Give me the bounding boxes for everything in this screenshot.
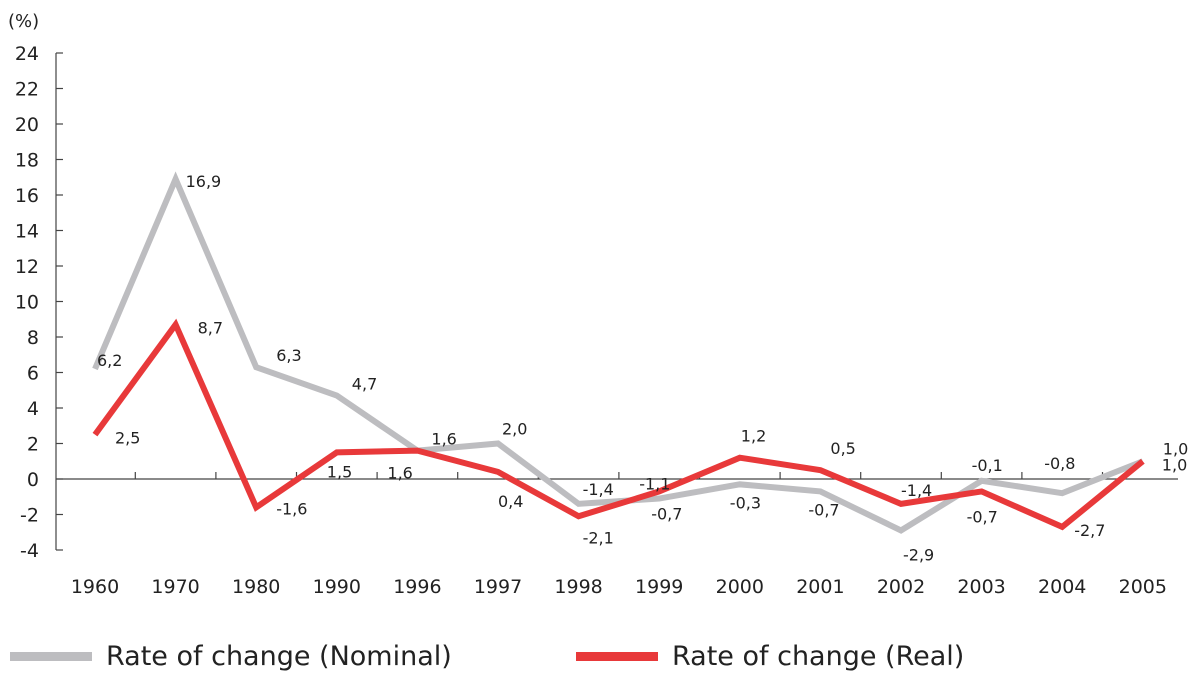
x-tick-label: 2005	[1119, 576, 1167, 598]
series-line-real	[92, 318, 1145, 531]
data-label-real: -1,4	[901, 481, 932, 500]
legend-item-real: Rate of change (Real)	[576, 636, 964, 676]
legend-label-real: Rate of change (Real)	[672, 640, 965, 672]
legend-item-nominal: Rate of change (Nominal)	[10, 636, 452, 676]
data-label-nominal: -0,7	[808, 500, 839, 519]
data-label-nominal: -2,9	[903, 545, 934, 564]
y-tick-label: 12	[15, 256, 39, 278]
data-label-real: 1,2	[741, 427, 766, 446]
x-tick-label: 2000	[716, 576, 764, 598]
data-label-real: 1,5	[327, 462, 352, 481]
data-label-real: -0,7	[967, 507, 998, 526]
data-label-nominal: 1,6	[431, 430, 456, 449]
x-tick-label: 2003	[957, 576, 1005, 598]
y-tick-label: 20	[15, 114, 39, 136]
data-label-real: 0,5	[830, 439, 855, 458]
data-label-real: -2,7	[1074, 521, 1105, 540]
y-tick-label: 14	[15, 221, 39, 243]
data-label-real: 2,5	[115, 429, 140, 448]
data-label-nominal: -0,3	[730, 493, 761, 512]
y-tick-label: 0	[27, 469, 39, 491]
y-tick-label: -4	[20, 540, 39, 562]
y-tick-label: 10	[15, 292, 39, 314]
data-label-real: -1,6	[276, 499, 307, 518]
data-label-nominal: 2,0	[502, 420, 527, 439]
data-label-nominal: 6,2	[97, 351, 122, 370]
data-labels: 6,2 16,9 6,3 4,7 1,6 2,0 -1,4 -1,1 -0,3 -0,7 -2,9 -…	[97, 172, 1188, 564]
y-tick-label: 6	[27, 363, 39, 385]
x-tick-label: 1990	[313, 576, 361, 598]
legend-swatch-real	[576, 651, 658, 661]
data-label-nominal: -0,8	[1044, 454, 1075, 473]
x-tick-label: 2004	[1038, 576, 1086, 598]
y-unit-label: (%)	[8, 11, 39, 32]
data-label-nominal: 1,0	[1163, 439, 1188, 458]
x-tick-label: 1980	[232, 576, 280, 598]
data-label-real: 1,0	[1162, 455, 1187, 474]
y-tick-label: 2	[27, 434, 39, 456]
data-label-real: 0,4	[498, 492, 523, 511]
y-tick-label: 8	[27, 327, 39, 349]
y-tick-label: 18	[15, 150, 39, 172]
y-tick-label: 24	[15, 43, 39, 65]
x-tick-label: 1997	[474, 576, 522, 598]
y-tick-label: -2	[20, 505, 39, 527]
data-label-nominal: 16,9	[186, 172, 222, 191]
y-tick-label: 16	[15, 185, 39, 207]
data-label-real: 1,6	[387, 464, 412, 483]
y-tick-label: 4	[27, 398, 39, 420]
x-tick-label: 2001	[796, 576, 844, 598]
data-label-nominal: 6,3	[276, 346, 301, 365]
x-tick-label: 1970	[151, 576, 199, 598]
x-tick-label: 1998	[554, 576, 602, 598]
data-label-real: 8,7	[198, 319, 223, 338]
data-label-real: -2,1	[583, 528, 614, 547]
data-label-nominal: -1,4	[583, 480, 614, 499]
y-tick-label: 22	[15, 79, 39, 101]
data-label-nominal: 4,7	[352, 375, 377, 394]
x-tick-label: 1996	[393, 576, 441, 598]
x-tick-label: 1999	[635, 576, 683, 598]
data-label-nominal: -1,1	[639, 475, 670, 494]
x-tick-label: 1960	[71, 576, 119, 598]
x-tick-label: 2002	[877, 576, 925, 598]
legend: Rate of change (Nominal) Rate of change …	[0, 636, 1198, 676]
data-label-real: -0,7	[651, 504, 682, 523]
data-label-nominal: -0,1	[972, 456, 1003, 475]
series-lines	[92, 171, 1145, 534]
legend-label-nominal: Rate of change (Nominal)	[106, 640, 452, 672]
legend-swatch-nominal	[10, 651, 92, 661]
